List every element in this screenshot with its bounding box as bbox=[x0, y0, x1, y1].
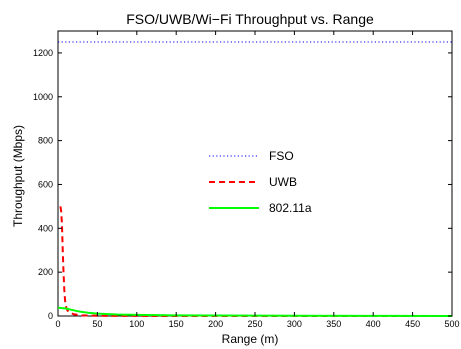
y-axis-title: Throughput (Mbps) bbox=[11, 125, 25, 227]
x-tick-label: 500 bbox=[444, 319, 459, 329]
plot-frame bbox=[57, 30, 453, 317]
y-tick-label: 400 bbox=[38, 223, 53, 233]
y-tick-label: 600 bbox=[38, 179, 53, 189]
chart-title: FSO/UWB/Wi−Fi Throughput vs. Range bbox=[126, 11, 374, 27]
y-tick-label: 200 bbox=[38, 267, 53, 277]
x-tick-label: 0 bbox=[55, 319, 60, 329]
x-tick-label: 250 bbox=[247, 319, 262, 329]
x-tick-label: 200 bbox=[208, 319, 223, 329]
x-ticks: 0 50 100 150 200 250 300 350 400 450 500 bbox=[55, 31, 460, 329]
legend-label: FSO bbox=[269, 149, 294, 163]
plot-area: 0 50 100 150 200 250 300 350 400 450 500 0 200 400 60… bbox=[33, 30, 460, 329]
legend: FSO UWB 802.11a bbox=[209, 149, 312, 215]
x-tick-label: 300 bbox=[287, 319, 302, 329]
x-tick-label: 400 bbox=[366, 319, 381, 329]
legend-label: UWB bbox=[269, 175, 297, 189]
y-tick-label: 800 bbox=[38, 136, 53, 146]
x-axis-title: Range (m) bbox=[222, 332, 279, 346]
x-tick-label: 350 bbox=[326, 319, 341, 329]
series-line-uwb bbox=[59, 206, 452, 317]
x-tick-label: 100 bbox=[129, 319, 144, 329]
legend-label: 802.11a bbox=[269, 201, 312, 215]
y-ticks: 0 200 400 600 800 1000 1200 bbox=[33, 48, 452, 321]
x-tick-label: 50 bbox=[92, 319, 102, 329]
x-tick-label: 150 bbox=[169, 319, 184, 329]
x-tick-label: 450 bbox=[405, 319, 420, 329]
series-layer bbox=[57, 41, 453, 317]
y-tick-label: 1000 bbox=[33, 92, 53, 102]
y-tick-label: 0 bbox=[48, 311, 53, 321]
y-tick-label: 1200 bbox=[33, 48, 53, 58]
